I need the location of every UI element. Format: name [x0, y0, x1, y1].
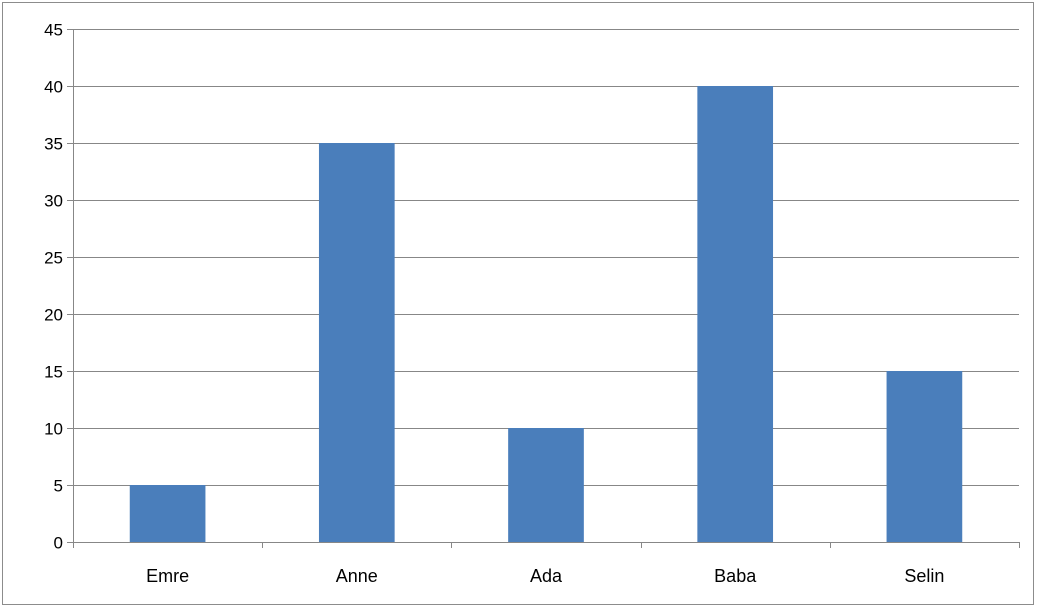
bar-anne: [318, 143, 395, 542]
x-tick-label-anne: Anne: [336, 566, 378, 586]
y-tick-label: 0: [54, 534, 63, 553]
x-tick-label-selin: Selin: [904, 566, 944, 586]
y-tick-label: 5: [54, 477, 63, 496]
x-tick-label-emre: Emre: [146, 566, 189, 586]
y-tick-label: 45: [44, 21, 63, 40]
bar-selin: [886, 371, 963, 542]
y-tick-label: 20: [44, 306, 63, 325]
x-tick-label-ada: Ada: [530, 566, 563, 586]
bar-emre: [129, 485, 206, 542]
y-tick-label: 30: [44, 192, 63, 211]
y-tick-label: 15: [44, 363, 63, 382]
axes: [67, 29, 1020, 548]
bars: [129, 86, 963, 542]
gridlines: [73, 29, 1019, 486]
y-tick-label: 25: [44, 249, 63, 268]
y-tick-label: 35: [44, 135, 63, 154]
x-tick-label-baba: Baba: [714, 566, 757, 586]
y-tick-label: 40: [44, 78, 63, 97]
tick-labels: 0 5 10 15 20 25 30 35 40 45 Emre Anne Ada Baba Selin: [44, 21, 944, 587]
bar-ada: [508, 428, 584, 542]
y-tick-label: 10: [44, 420, 63, 439]
bar-baba: [697, 86, 774, 542]
